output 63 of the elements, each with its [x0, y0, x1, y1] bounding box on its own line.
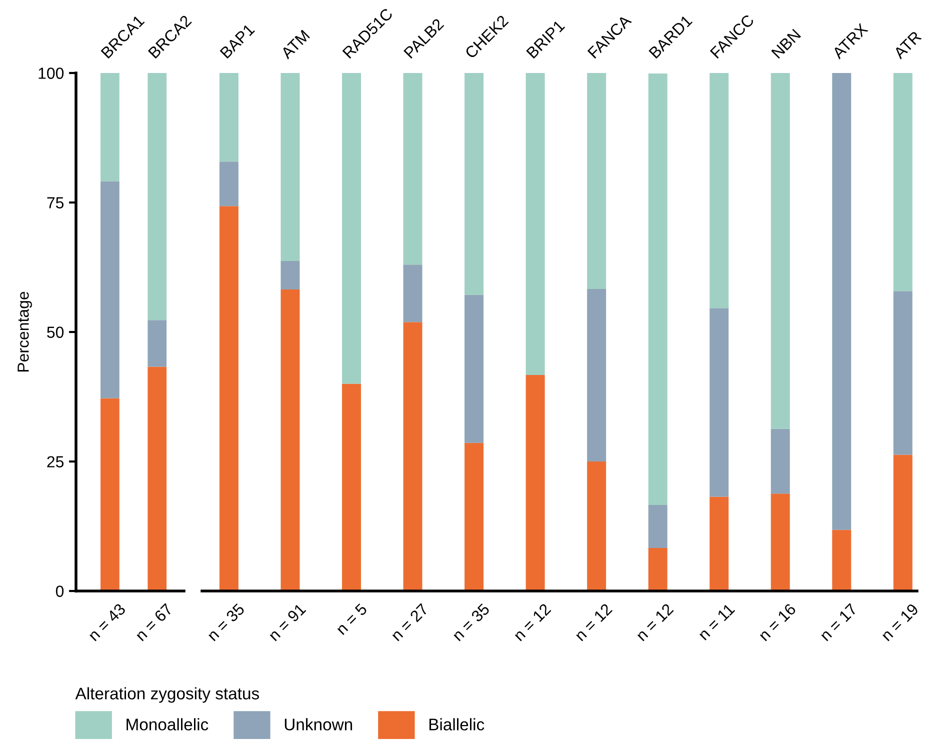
bar	[219, 206, 238, 591]
bar	[148, 366, 167, 591]
bar	[648, 505, 668, 548]
bar	[526, 374, 545, 591]
y-tick-label: 50	[47, 326, 64, 338]
bar	[403, 73, 422, 265]
y-axis-title: Percentage	[18, 292, 32, 372]
text: n = 16	[758, 602, 797, 642]
bar	[100, 73, 120, 182]
bar	[403, 264, 422, 322]
bar	[770, 494, 790, 591]
text: n = 12	[636, 602, 674, 642]
bar	[893, 73, 912, 292]
bar	[148, 73, 167, 320]
bar	[100, 181, 120, 398]
bar	[280, 290, 300, 591]
bar	[832, 73, 852, 530]
bar	[893, 291, 912, 455]
text: n = 12	[574, 602, 613, 642]
y-tick-label: 25	[47, 456, 64, 468]
bar	[832, 530, 852, 591]
bar	[342, 384, 361, 591]
text: n = 12	[512, 602, 552, 642]
bar	[648, 74, 668, 506]
bar	[219, 162, 238, 206]
y-tick-label: 0	[56, 586, 64, 597]
y-tick-label: 75	[47, 197, 64, 208]
text: n = 43	[88, 602, 126, 642]
bar	[770, 428, 790, 494]
bar	[464, 294, 484, 443]
bar	[464, 73, 484, 295]
bar	[148, 320, 167, 367]
bar	[710, 496, 729, 591]
y-tick-label: 100	[38, 68, 64, 79]
bar	[342, 73, 361, 384]
text: n = 35	[452, 602, 490, 642]
bar	[710, 308, 729, 497]
legend-title: Alteration zygosity status	[75, 687, 259, 703]
bar	[403, 322, 422, 591]
bar	[893, 454, 912, 591]
text: n = 17	[819, 603, 858, 642]
text: n = 11	[698, 603, 736, 640]
text: n = 19	[880, 602, 920, 642]
text: n = 35	[206, 602, 246, 642]
bar	[219, 73, 238, 162]
bar	[770, 73, 790, 429]
bar	[648, 548, 668, 591]
bar	[587, 289, 606, 462]
bar	[280, 73, 300, 262]
text: n = 91	[268, 602, 306, 642]
bar	[526, 73, 545, 375]
bar	[587, 462, 606, 591]
legend-label: Unknown	[284, 718, 352, 730]
bar	[464, 442, 484, 591]
bar	[710, 73, 729, 308]
text: n = 27	[390, 602, 429, 642]
text: n = 5	[336, 603, 368, 636]
bar	[280, 261, 300, 290]
bar	[100, 398, 120, 591]
bar	[587, 73, 606, 290]
legend-label: Biallelic	[429, 718, 484, 730]
text: n = 67	[134, 602, 174, 642]
legend-label: Monoallelic	[126, 718, 208, 730]
